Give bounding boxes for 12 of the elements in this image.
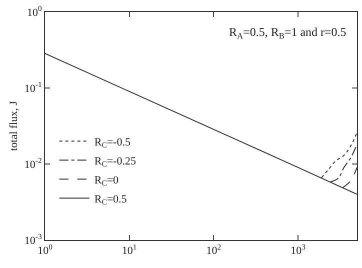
annotation: R$_{A}$=0.5, R$_{B}$=1 and r=0.5 [229, 25, 346, 41]
x-tick-label: 10$^{3}$ [290, 242, 306, 258]
y-tick-label: 10$^{-2}$ [24, 156, 42, 171]
x-tick-label: 10$^{1}$ [122, 242, 137, 258]
legend-label: R$_{C}$=-0.5 [94, 136, 131, 150]
y-tick-label: 10$^{-1}$ [24, 80, 42, 95]
legend-label: R$_{C}$=0 [94, 174, 120, 188]
y-axis-title: total flux, J [8, 100, 20, 151]
legend-label: R$_{C}$=0.5 [94, 193, 128, 207]
legend-label: R$_{C}$=-0.25 [94, 155, 136, 169]
x-tick-label: 10$^{2}$ [206, 242, 222, 258]
y-tick-label: 10$^{0}$ [26, 4, 42, 19]
